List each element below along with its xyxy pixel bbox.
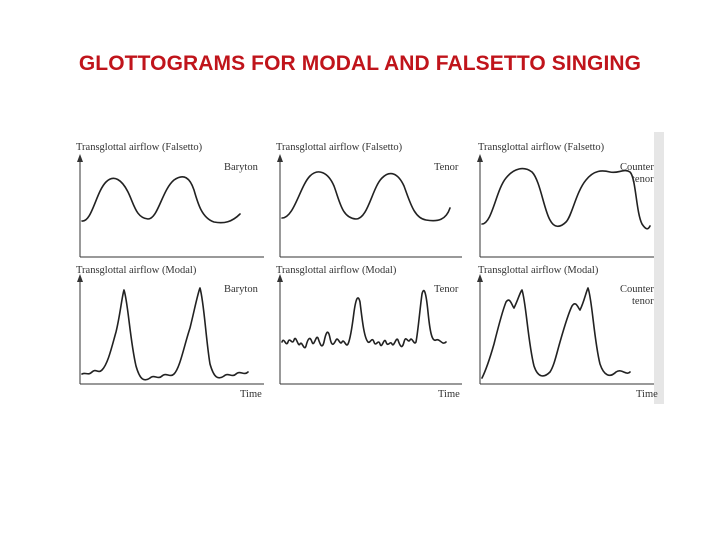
modal-baryton-waveform [81, 287, 249, 381]
voice-label: Tenor [434, 284, 459, 295]
voice-label-line2: tenor [632, 296, 654, 307]
y-axis-label: Transglottal airflow (Modal) [76, 265, 197, 276]
y-axis-arrow [77, 274, 83, 282]
glottogram-svg: Transglottal airflow (Falsetto) Baryton … [76, 132, 664, 404]
panel-falsetto-tenor: Transglottal airflow (Falsetto) Tenor [276, 142, 462, 258]
voice-label-line2: tenor [632, 174, 654, 185]
voice-label: Tenor [434, 162, 459, 173]
y-axis-arrow [477, 154, 483, 162]
slide-title: GLOTTOGRAMS FOR MODAL AND FALSETTO SINGI… [78, 52, 642, 75]
y-axis-label: Transglottal airflow (Falsetto) [276, 142, 403, 153]
falsetto-countertenor-waveform [481, 167, 651, 230]
voice-label: Counter [620, 162, 654, 173]
y-axis-label: Transglottal airflow (Modal) [478, 265, 599, 276]
falsetto-baryton-waveform [81, 176, 241, 224]
y-axis-arrow [477, 274, 483, 282]
y-axis-arrow [77, 154, 83, 162]
y-axis-label: Transglottal airflow (Falsetto) [478, 142, 605, 153]
y-axis-arrow [277, 274, 283, 282]
time-label: Time [240, 389, 262, 400]
panel-modal-baryton: Transglottal airflow (Modal) Baryton Tim… [76, 265, 264, 400]
y-axis-label: Transglottal airflow (Modal) [276, 265, 397, 276]
voice-label: Baryton [224, 284, 259, 295]
voice-label: Counter [620, 284, 654, 295]
panel-falsetto-baryton: Transglottal airflow (Falsetto) Baryton [76, 142, 264, 258]
modal-countertenor-waveform [481, 287, 631, 379]
panel-falsetto-countertenor: Transglottal airflow (Falsetto) Counter … [477, 142, 654, 258]
time-label: Time [636, 389, 658, 400]
y-axis-arrow [277, 154, 283, 162]
figure-scan-edge [654, 132, 664, 404]
time-label: Time [438, 389, 460, 400]
panel-modal-countertenor: Transglottal airflow (Modal) Counter ten… [477, 265, 658, 400]
y-axis-label: Transglottal airflow (Falsetto) [76, 142, 203, 153]
panel-modal-tenor: Transglottal airflow (Modal) Tenor Time [276, 265, 462, 400]
falsetto-tenor-waveform [281, 171, 451, 222]
voice-label: Baryton [224, 162, 259, 173]
glottogram-figure: Transglottal airflow (Falsetto) Baryton … [66, 132, 664, 404]
modal-tenor-waveform [281, 289, 447, 349]
